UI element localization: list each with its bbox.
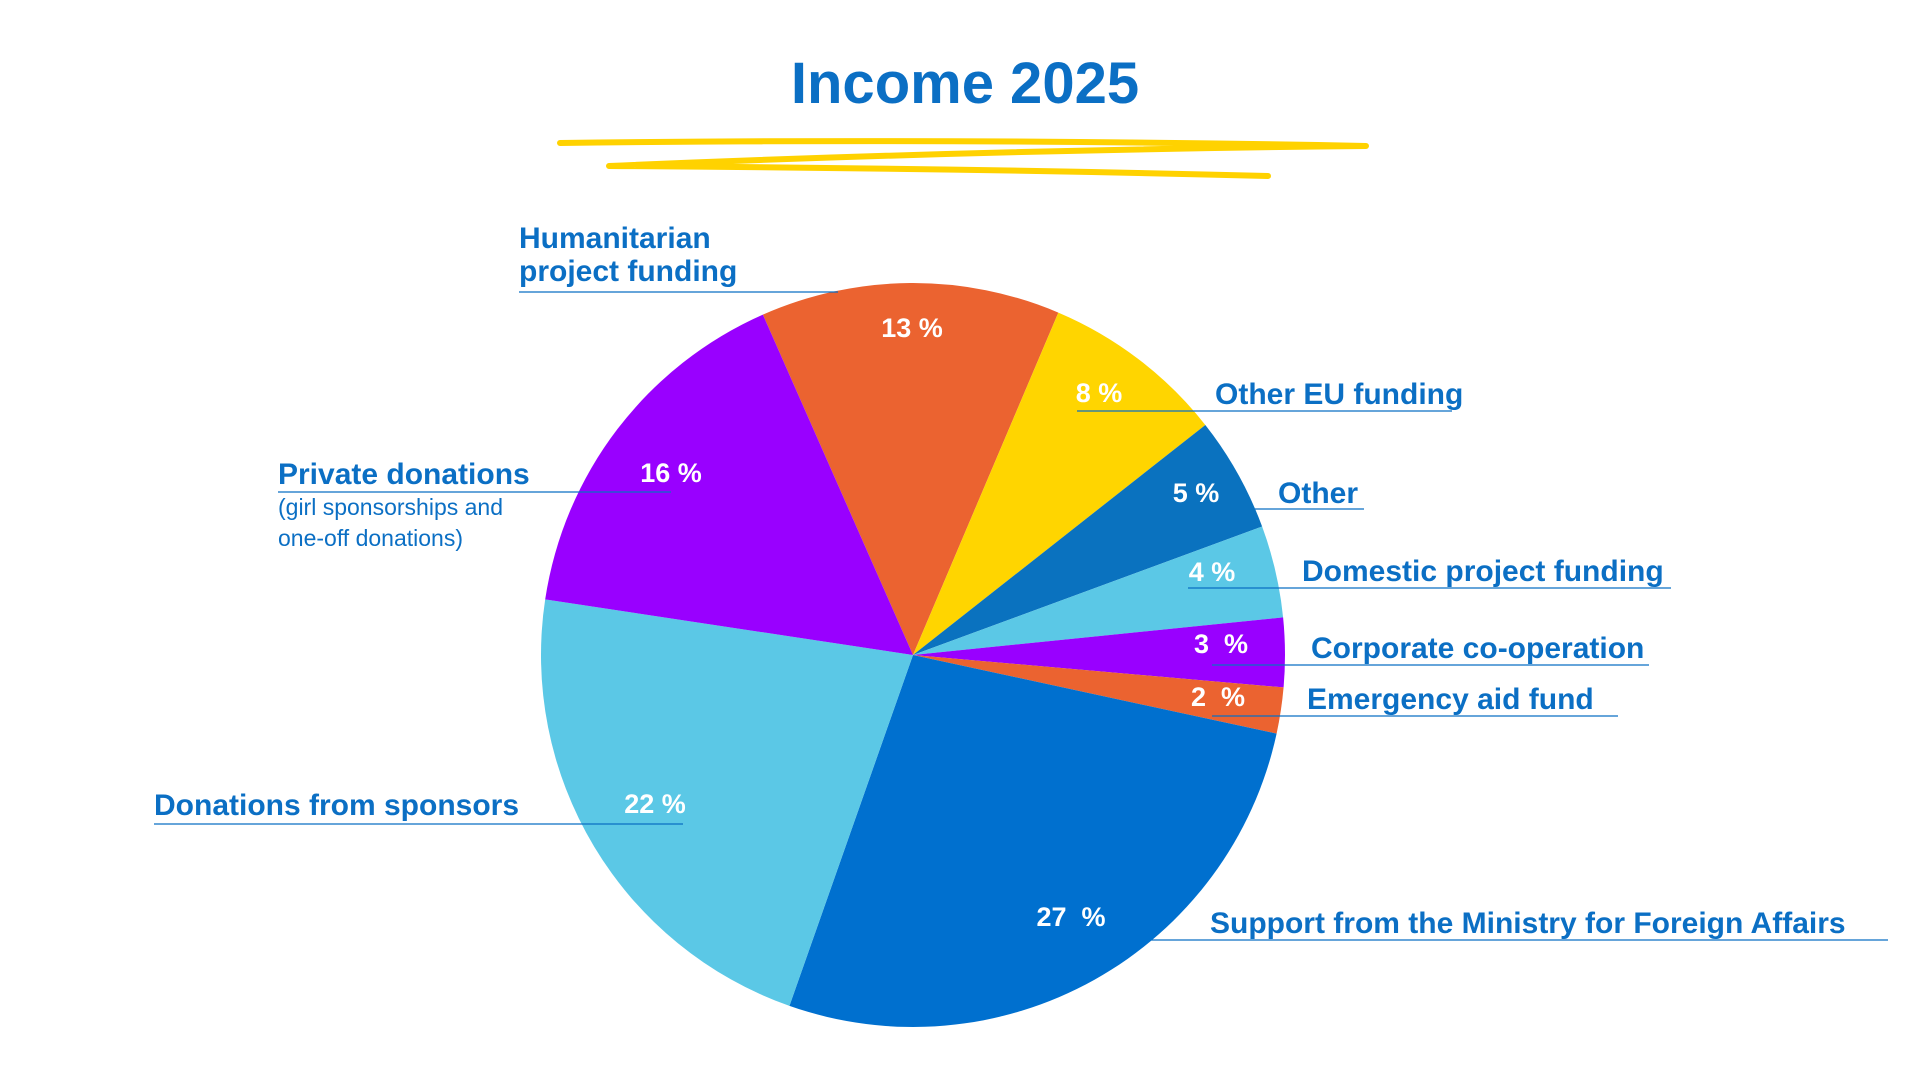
category-label: Domestic project funding bbox=[1302, 555, 1664, 588]
value-label: 22 % bbox=[624, 789, 686, 819]
leader-lines bbox=[154, 291, 1888, 941]
category-label: Donations from sponsors bbox=[154, 789, 520, 822]
value-labels: 13 % 8 % 5 % 4 % 3 % 2 % 27 % 22 % 16 % bbox=[624, 313, 1248, 932]
category-label: Emergency aid fund bbox=[1307, 683, 1594, 716]
value-label: 27 % bbox=[1036, 902, 1105, 932]
pie-slice bbox=[913, 617, 1285, 688]
category-label: Support from the Ministry for Foreign Af… bbox=[1210, 907, 1846, 940]
pie-slice bbox=[789, 655, 1277, 1027]
pie-slice bbox=[762, 283, 1059, 655]
category-label: Corporate co-operation bbox=[1311, 632, 1645, 665]
value-label: 4 % bbox=[1189, 557, 1236, 587]
pie-slice bbox=[913, 312, 1206, 655]
pie-slice bbox=[541, 599, 913, 1006]
title-underline bbox=[557, 138, 1369, 179]
pie-slice bbox=[545, 314, 913, 655]
chart-title: Income 2025 bbox=[790, 51, 1140, 116]
category-label: Other EU funding bbox=[1215, 378, 1464, 411]
category-label: Other bbox=[1278, 477, 1359, 510]
value-label: 13 % bbox=[881, 313, 943, 343]
value-label: 16 % bbox=[640, 458, 702, 488]
pie-slice bbox=[913, 655, 1284, 734]
value-label: 5 % bbox=[1173, 478, 1220, 508]
category-label: Private donations bbox=[278, 458, 530, 491]
category-label: Humanitarian project funding bbox=[519, 222, 738, 288]
pie bbox=[541, 283, 1285, 1027]
value-label: 3 % bbox=[1194, 629, 1248, 659]
pie-slice bbox=[913, 526, 1284, 655]
annotation: (girl sponsorships and one-off donations… bbox=[278, 494, 504, 551]
value-label: 8 % bbox=[1076, 378, 1123, 408]
value-label: 2 % bbox=[1191, 682, 1245, 712]
pie-slice bbox=[913, 424, 1263, 655]
